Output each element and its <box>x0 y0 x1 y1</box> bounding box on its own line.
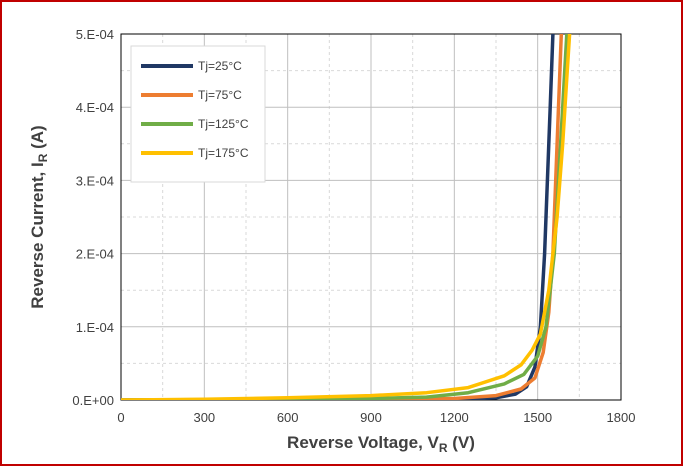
x-tick-label: 600 <box>277 410 299 425</box>
x-axis-title: Reverse Voltage, VR (V) <box>287 433 475 455</box>
legend-box <box>130 45 266 183</box>
legend-label: Tj=25°C <box>198 59 242 73</box>
x-tick-label: 1500 <box>523 410 552 425</box>
legend-label: Tj=75°C <box>198 88 242 102</box>
series-lines <box>121 34 572 400</box>
x-tick-label: 1200 <box>440 410 469 425</box>
x-tick-label: 0 <box>117 410 124 425</box>
legend-label: Tj=175°C <box>198 146 249 160</box>
y-tick-label: 3.E-04 <box>76 173 114 188</box>
y-tick-label: 5.E-04 <box>76 27 114 42</box>
x-tick-label: 300 <box>193 410 215 425</box>
x-tick-label: 900 <box>360 410 382 425</box>
axis-ticks: 0 300 600 900 1200 1500 1800 0.E+00 1.E-04 2.E-04… <box>72 27 635 425</box>
y-tick-label: 2.E-04 <box>76 247 114 262</box>
x-tick-label: 1800 <box>607 410 636 425</box>
series-line <box>121 34 572 400</box>
y-tick-label: 1.E-04 <box>76 320 114 335</box>
y-tick-label: 0.E+00 <box>72 393 114 408</box>
legend-label: Tj=125°C <box>198 117 249 131</box>
legend: Tj=25°C Tj=75°C Tj=125°C Tj=175°C <box>130 45 266 183</box>
y-tick-label: 4.E-04 <box>76 100 114 115</box>
y-axis-title: Reverse Current, IR (A) <box>28 125 50 308</box>
